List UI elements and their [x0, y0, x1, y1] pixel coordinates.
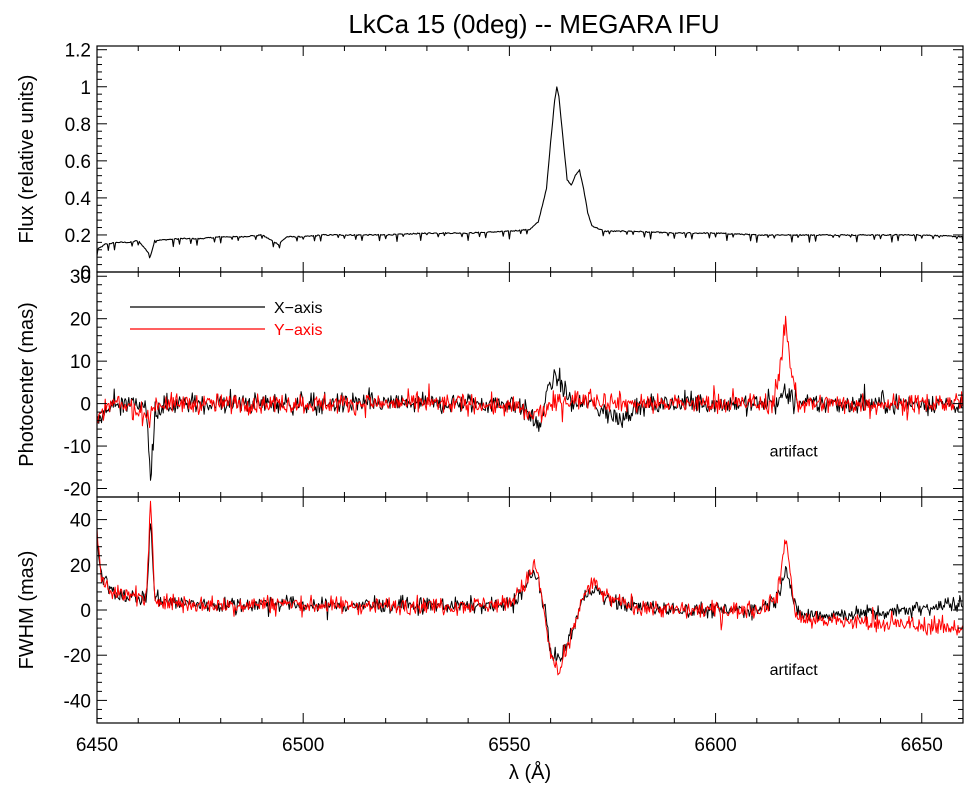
panel-3-y-tick-label: 20	[70, 556, 91, 577]
panel-3-series-1-line	[97, 523, 963, 662]
panel-1-y-tick-label: 1	[80, 78, 91, 99]
legend-label-1: X−axis	[274, 300, 322, 317]
annotation-artifact: artifact	[770, 662, 819, 679]
panel-1-y-axis-label: Flux (relative units)	[16, 75, 38, 244]
panel-1: 0 0.2 0.4 0.6 0.8 1 1.2 Flux (relative units)	[16, 41, 964, 284]
legend-label-2: Y−axis	[274, 322, 322, 339]
x-tick-label: 6500	[282, 735, 324, 756]
panel-2-y-tick-label: 20	[70, 310, 91, 331]
panel-3-y-axis-label: FWHM (mas)	[16, 551, 38, 670]
panel-1-y-tick-label: 1.2	[65, 41, 91, 62]
panel-3-series-2-line	[97, 500, 963, 676]
panel-2-frame	[96, 271, 964, 498]
panel-3-y-tick-label: 0	[80, 601, 91, 622]
panel-2-y-tick-label: -20	[64, 480, 91, 501]
panel-1-y-tick-label: 0.8	[65, 115, 91, 136]
panel-1-y-tick-label: 0.2	[65, 226, 91, 247]
annotation-artifact: artifact	[770, 443, 819, 460]
panel-3: -40 -20 0 20 40 FWHM (mas) artifact 6450 6500 655…	[16, 496, 964, 756]
x-tick-label: 6600	[694, 735, 736, 756]
panel-3-y-tick-label: -20	[64, 646, 91, 667]
panel-3-y-tick-label: 40	[70, 511, 91, 532]
panel-2-series-1-line	[97, 367, 963, 481]
legend: X−axis Y−axis	[130, 300, 322, 339]
panel-1-y-tick-label: 0.4	[65, 189, 92, 210]
panel-3-y-tick-label: -40	[64, 691, 91, 712]
panel-2-y-tick-label: 10	[70, 352, 91, 373]
x-tick-label: 6650	[901, 735, 943, 756]
panel-1-frame	[96, 45, 964, 273]
panel-1-y-tick-label: 0	[80, 263, 91, 284]
panel-2: -20 -10 0 10 20 30 Photocenter (mas) X−axis Y−ax…	[16, 267, 964, 501]
x-tick-label: 6450	[76, 735, 118, 756]
panel-2-y-tick-label: -10	[64, 437, 91, 458]
x-tick-label: 6550	[488, 735, 530, 756]
panel-3-frame	[96, 496, 964, 724]
panels-layer: 0 0.2 0.4 0.6 0.8 1 1.2 Flux (relative units) -2…	[16, 41, 964, 756]
panel-2-y-tick-label: 30	[70, 267, 91, 288]
panel-1-y-tick-label: 0.6	[65, 152, 91, 173]
panel-1-series-1-line	[97, 86, 963, 259]
panel-2-y-tick-label: 0	[80, 395, 91, 416]
x-axis-label: λ (Å)	[509, 761, 551, 784]
panel-2-y-axis-label: Photocenter (mas)	[16, 302, 38, 467]
chart-title: LkCa 15 (0deg) -- MEGARA IFU	[348, 9, 719, 39]
panel-2-series-2-line	[97, 315, 963, 429]
